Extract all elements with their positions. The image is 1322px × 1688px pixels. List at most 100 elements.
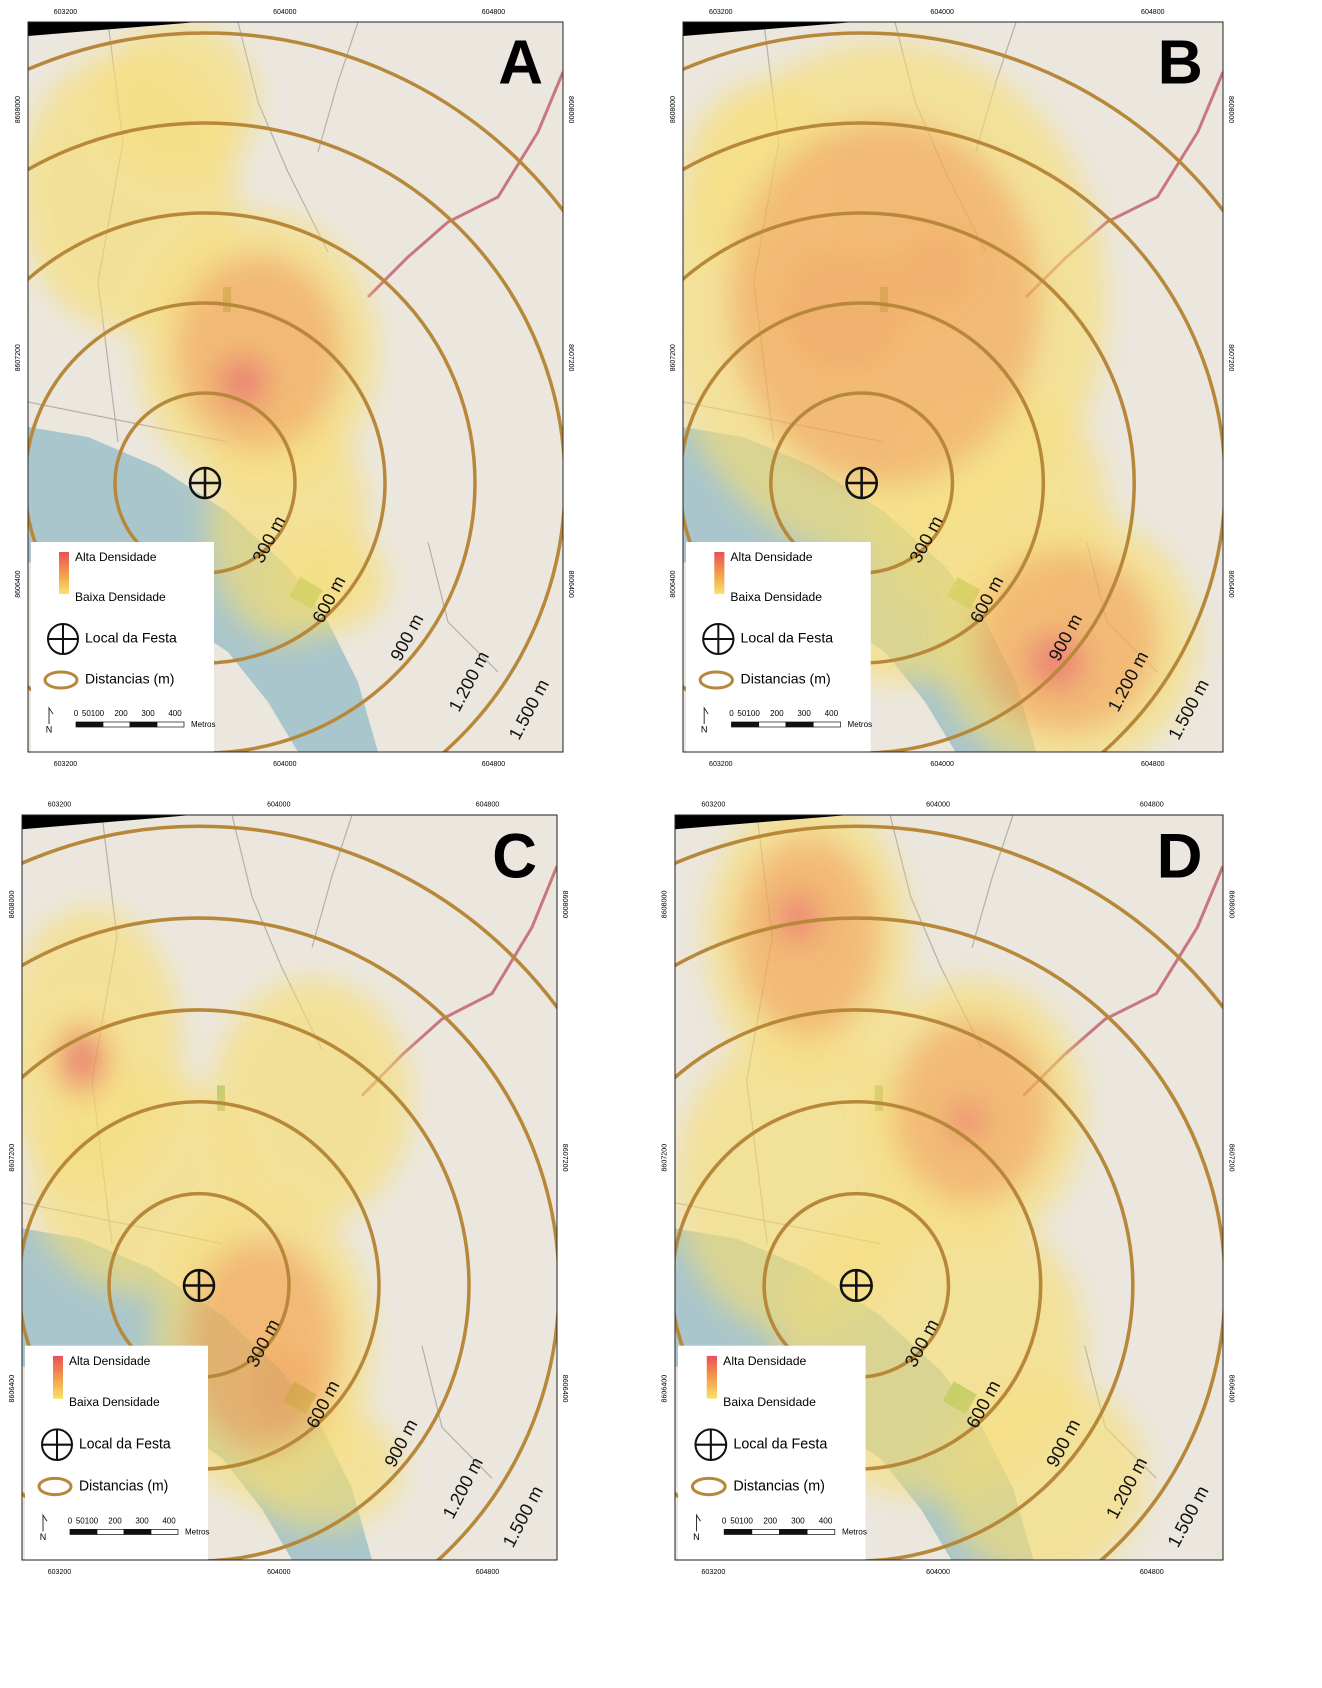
x-tick-label: 604000 xyxy=(926,1568,950,1576)
x-tick-label: 603200 xyxy=(701,1568,725,1576)
scale-seg xyxy=(124,1529,151,1534)
legend-swatch xyxy=(707,1356,717,1399)
y-tick-label: 8606400 xyxy=(567,570,574,597)
x-tick-label: 604000 xyxy=(273,761,296,768)
density-blob xyxy=(174,254,342,450)
x-tick-label: 604000 xyxy=(273,9,296,16)
y-tick-label: 8608000 xyxy=(561,891,568,919)
legend-site: Local da Festa xyxy=(79,1435,171,1451)
scale-seg xyxy=(813,722,840,727)
x-tick-label: 604800 xyxy=(1141,9,1165,16)
north-label: N xyxy=(693,1532,700,1542)
legend-low: Baixa Densidade xyxy=(69,1395,160,1409)
legend-distances: Distancias (m) xyxy=(733,1478,825,1494)
scale-seg xyxy=(130,722,157,727)
scale-tick: 50100 xyxy=(82,709,105,718)
scale-tick: 0 xyxy=(729,709,734,718)
north-label: N xyxy=(40,1532,46,1542)
scale-seg xyxy=(724,1529,752,1534)
scale-seg xyxy=(786,722,813,727)
legend-distances: Distancias (m) xyxy=(79,1477,168,1493)
figure: 300 m600 m900 m1.200 m1.500 mAlta Densid… xyxy=(0,0,1322,1688)
scale-seg xyxy=(76,722,103,727)
scale-seg xyxy=(151,1529,178,1534)
scale-tick: 0 xyxy=(722,1516,727,1525)
density-blob xyxy=(98,22,258,182)
map-body: 300 m600 m900 m1.200 m1.500 mAlta Densid… xyxy=(0,22,655,933)
scale-tick: 200 xyxy=(114,709,128,718)
page: 300 m600 m900 m1.200 m1.500 mAlta Densid… xyxy=(0,0,1322,1688)
scale-tick: 0 xyxy=(68,1516,73,1525)
legend-low: Baixa Densidade xyxy=(723,1395,816,1409)
y-tick-label: 8606400 xyxy=(670,570,677,597)
y-tick-label: 8607200 xyxy=(1227,344,1234,371)
x-tick-label: 604000 xyxy=(930,761,954,768)
scale-seg xyxy=(70,1529,97,1534)
y-tick-label: 8607200 xyxy=(1227,1144,1235,1172)
scale-tick: 50100 xyxy=(737,709,760,718)
scale-units: Metros xyxy=(842,1528,867,1537)
x-tick-label: 603200 xyxy=(48,802,71,809)
y-tick-label: 8608000 xyxy=(15,96,22,123)
x-tick-label: 604800 xyxy=(482,9,505,16)
legend-swatch xyxy=(59,552,69,594)
y-tick-label: 8607200 xyxy=(661,1144,669,1172)
y-tick-label: 8607200 xyxy=(9,1144,16,1172)
y-tick-label: 8608000 xyxy=(1227,96,1234,123)
x-tick-label: 604000 xyxy=(267,802,290,809)
x-tick-label: 604000 xyxy=(926,801,950,809)
scale-units: Metros xyxy=(848,720,873,729)
legend-distances: Distancias (m) xyxy=(741,671,831,687)
legend-high: Alta Densidade xyxy=(730,550,812,564)
legend-distances: Distancias (m) xyxy=(85,671,174,687)
panel-label: B xyxy=(1158,29,1203,98)
y-tick-label: 8606400 xyxy=(9,1375,16,1403)
scale-tick: 200 xyxy=(108,1516,122,1525)
legend-high: Alta Densidade xyxy=(75,550,157,564)
scale-tick: 300 xyxy=(141,709,155,718)
y-tick-label: 8607200 xyxy=(670,344,677,371)
x-tick-label: 604800 xyxy=(482,761,505,768)
legend-high: Alta Densidade xyxy=(723,1354,806,1368)
legend: Alta DensidadeBaixa DensidadeLocal da Fe… xyxy=(25,1346,209,1562)
x-tick-label: 604800 xyxy=(476,1569,499,1576)
scale-tick: 200 xyxy=(770,709,784,718)
scale-tick: 400 xyxy=(819,1516,833,1525)
scale-tick: 400 xyxy=(825,709,839,718)
x-tick-label: 603200 xyxy=(709,9,733,16)
scale-tick: 400 xyxy=(162,1516,176,1525)
x-tick-label: 604800 xyxy=(476,802,499,809)
scale-seg xyxy=(103,722,130,727)
scale-tick: 300 xyxy=(797,709,811,718)
scale-tick: 300 xyxy=(791,1516,805,1525)
density-blob xyxy=(893,230,978,314)
legend-low: Baixa Densidade xyxy=(75,590,166,604)
scale-seg xyxy=(779,1529,807,1534)
x-tick-label: 603200 xyxy=(48,1569,71,1576)
y-tick-label: 8606400 xyxy=(15,570,22,597)
y-tick-label: 8606400 xyxy=(561,1375,568,1403)
x-tick-label: 604000 xyxy=(930,9,954,16)
scale-seg xyxy=(759,722,786,727)
scale-tick: 400 xyxy=(168,709,182,718)
y-tick-label: 8606400 xyxy=(1227,1375,1235,1403)
x-tick-label: 603200 xyxy=(54,9,77,16)
legend-swatch xyxy=(53,1356,63,1399)
scale-units: Metros xyxy=(191,720,215,729)
scale-seg xyxy=(807,1529,835,1534)
y-tick-label: 8608000 xyxy=(567,96,574,123)
y-tick-label: 8607200 xyxy=(561,1144,568,1172)
density-blob xyxy=(218,357,268,407)
scale-tick: 300 xyxy=(135,1516,149,1525)
y-tick-label: 8608000 xyxy=(670,96,677,123)
north-label: N xyxy=(46,724,53,734)
y-tick-label: 8608000 xyxy=(661,891,669,919)
scale-seg xyxy=(731,722,758,727)
scale-units: Metros xyxy=(185,1528,209,1537)
y-tick-label: 8608000 xyxy=(9,890,16,918)
panel-label: D xyxy=(1157,822,1203,892)
y-tick-label: 8607200 xyxy=(15,344,22,371)
